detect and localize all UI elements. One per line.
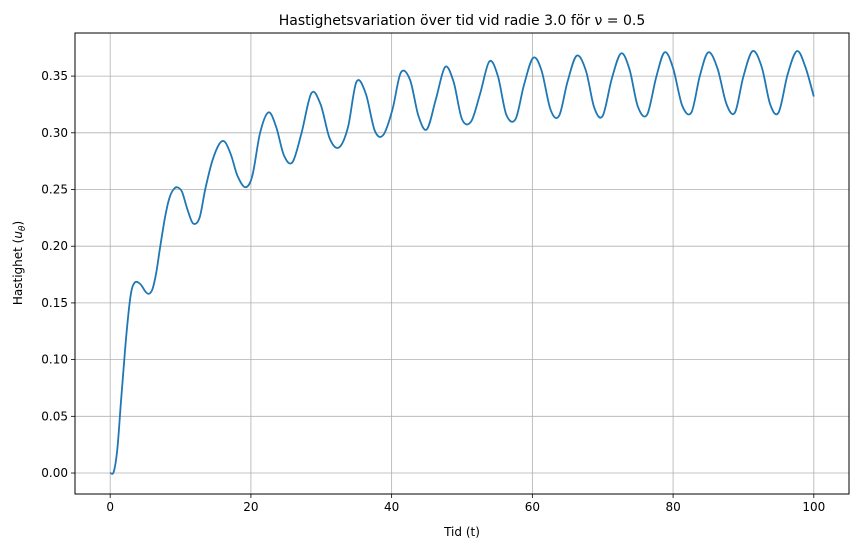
y-tick-label: 0.05 — [41, 409, 68, 423]
y-axis-label-u: u — [11, 231, 25, 239]
y-tick-label: 0.15 — [41, 296, 68, 310]
y-axis-label-close: ) — [11, 221, 25, 226]
axes-frame — [74, 32, 850, 495]
series-line — [109, 50, 815, 475]
ticks: 0 20 40 60 80 100 0.00 0.05 0.10 0.15 0.20 0.25 0.30… — [41, 69, 825, 514]
x-axis-label: Tid (t) — [443, 525, 480, 539]
x-tick-label: 0 — [106, 500, 114, 514]
x-tick-label: 20 — [243, 500, 258, 514]
y-tick-label: 0.10 — [41, 353, 68, 367]
series-layer — [109, 50, 815, 475]
x-tick-label: 100 — [802, 500, 825, 514]
x-tick-label: 60 — [525, 500, 540, 514]
y-tick-label: 0.35 — [41, 69, 68, 83]
y-axis-label-text: Hastighet ( — [11, 239, 25, 305]
y-axis-label-theta: θ — [18, 225, 28, 231]
y-axis-label: Hastighet (uθ) — [11, 221, 28, 305]
y-axis-label-group: Hastighet (uθ) — [11, 221, 28, 305]
y-tick-label: 0.00 — [41, 466, 68, 480]
y-tick-label: 0.30 — [41, 126, 68, 140]
x-tick-label: 80 — [665, 500, 680, 514]
y-tick-label: 0.20 — [41, 239, 68, 253]
chart-title: Hastighetsvariation över tid vid radie 3… — [279, 13, 646, 29]
x-tick-label: 40 — [384, 500, 399, 514]
y-tick-label: 0.25 — [41, 183, 68, 197]
